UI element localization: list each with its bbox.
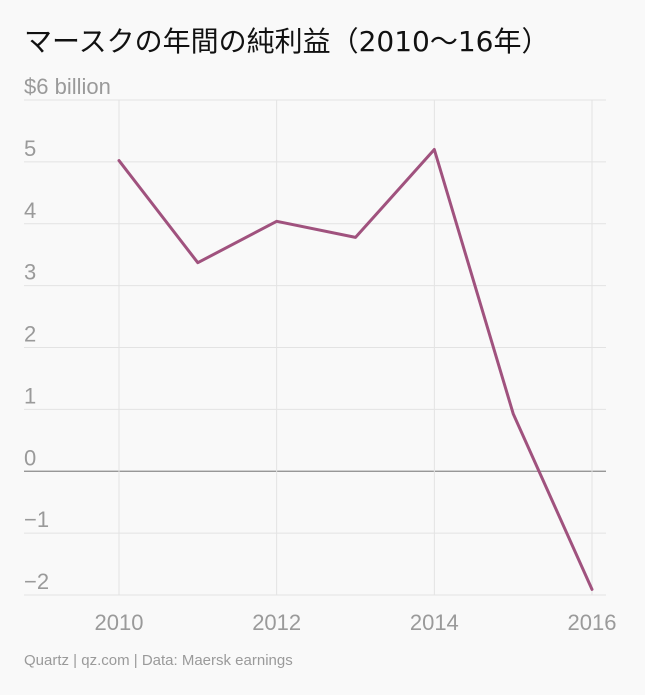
y-tick-label: 2 — [24, 322, 36, 347]
source-note: Quartz | qz.com | Data: Maersk earnings — [24, 652, 293, 669]
y-tick-label: 3 — [24, 260, 36, 285]
x-tick-label: 2014 — [410, 610, 459, 635]
y-tick-label: 4 — [24, 198, 36, 223]
x-tick-label: 2012 — [252, 610, 301, 635]
y-tick-label: −1 — [24, 507, 49, 532]
grid — [24, 99, 606, 596]
series-lines — [117, 148, 594, 591]
y-tick-label: 1 — [24, 383, 36, 408]
y-tick-labels: −2 −1 0 1 2 3 4 5 $6 billion — [24, 74, 111, 594]
x-tick-label: 2016 — [568, 610, 617, 635]
net-profit-line — [117, 148, 594, 591]
y-tick-label: −2 — [24, 569, 49, 594]
y-unit-label: $6 billion — [24, 74, 111, 99]
y-tick-label: 5 — [24, 136, 36, 161]
x-tick-labels: 2010 2012 2014 2016 — [95, 610, 617, 635]
x-tick-label: 2010 — [95, 610, 144, 635]
chart-title: マースクの年間の純利益（2010〜16年） — [24, 25, 550, 58]
y-tick-label: 0 — [24, 445, 36, 470]
